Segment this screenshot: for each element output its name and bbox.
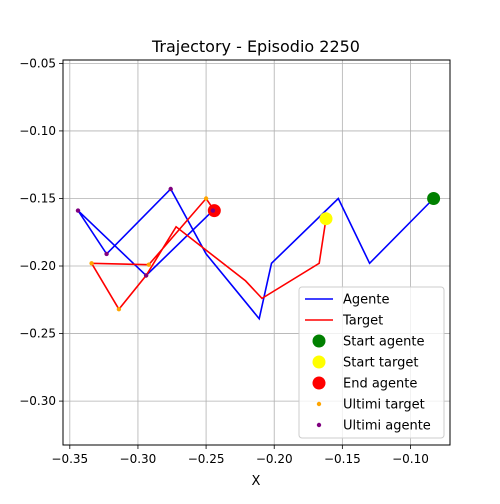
legend-label: Ultimi agente bbox=[343, 419, 431, 434]
point-ultimi-target bbox=[116, 307, 122, 312]
x-tick-label: −0.25 bbox=[188, 452, 225, 466]
point-ultimi-target bbox=[146, 262, 151, 267]
legend-label: Start target bbox=[343, 356, 418, 371]
y-tick-label: −0.05 bbox=[19, 56, 56, 70]
point-ultimi-agente bbox=[75, 208, 81, 213]
plot-series bbox=[75, 186, 441, 321]
y-tick-label: −0.30 bbox=[19, 394, 56, 408]
point-ultimi-agente bbox=[168, 186, 173, 192]
x-tick-label: −0.30 bbox=[120, 452, 157, 466]
point-start-target bbox=[319, 212, 333, 226]
legend-swatch bbox=[312, 334, 326, 348]
point-start-agente bbox=[427, 192, 441, 205]
series-line-agente bbox=[77, 187, 435, 321]
legend-label: Agente bbox=[343, 293, 389, 308]
legend-box bbox=[298, 286, 445, 439]
chart-title: Trajectory - Episodio 2250 bbox=[151, 37, 360, 56]
y-tick-label: −0.25 bbox=[19, 327, 56, 341]
legend-swatch bbox=[316, 422, 322, 428]
legend: Agente Target Start agente Start target End … bbox=[298, 286, 445, 439]
x-axis-label: X bbox=[252, 474, 261, 489]
legend-label: Target bbox=[342, 314, 383, 329]
x-tick-label: −0.10 bbox=[392, 452, 429, 466]
axis-ticks: −0.35 −0.30 −0.25 −0.20 −0.15 −0.10 −0.05 −0.10… bbox=[19, 56, 429, 466]
point-ultimi-target bbox=[89, 261, 94, 266]
x-tick-label: −0.35 bbox=[51, 452, 88, 466]
legend-label: End agente bbox=[343, 377, 417, 392]
point-ultimi-agente bbox=[104, 251, 109, 257]
point-ultimi-agente bbox=[210, 208, 216, 213]
plot-frame bbox=[62, 59, 451, 446]
point-ultimi-target bbox=[203, 196, 209, 201]
y-tick-label: −0.10 bbox=[19, 124, 56, 138]
x-tick-label: −0.20 bbox=[256, 452, 293, 466]
legend-label: Start agente bbox=[343, 335, 424, 350]
legend-swatch bbox=[312, 376, 326, 390]
x-tick-label: −0.15 bbox=[324, 452, 361, 466]
point-ultimi-agente bbox=[143, 273, 149, 278]
legend-swatch bbox=[312, 355, 326, 369]
legend-label: Ultimi target bbox=[343, 398, 425, 413]
y-tick-label: −0.15 bbox=[19, 191, 56, 205]
legend-swatch bbox=[316, 401, 322, 407]
y-tick-label: −0.20 bbox=[19, 259, 56, 273]
